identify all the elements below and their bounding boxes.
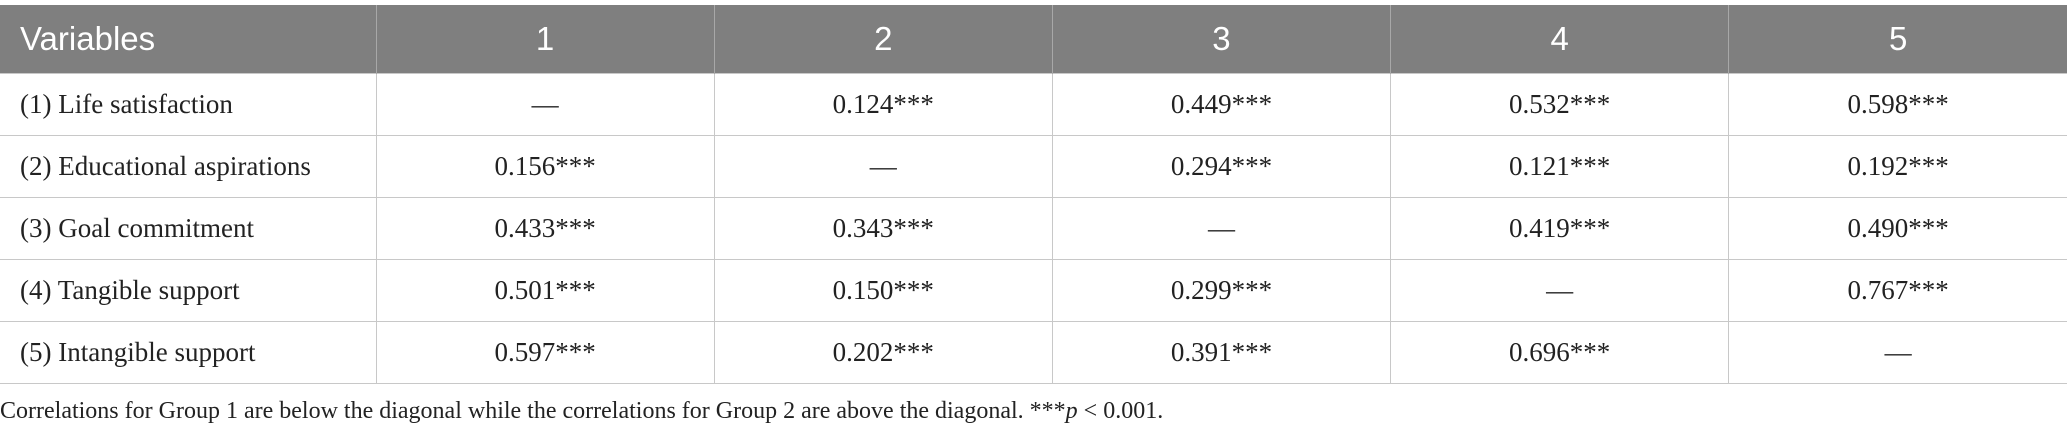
table-cell: 0.150***	[713, 259, 1053, 322]
footnote-italic: p	[1065, 398, 1078, 424]
header-cell: 3	[1051, 5, 1391, 74]
table-cell: 0.449***	[1051, 73, 1392, 136]
table-row: (5) Intangible support 0.597*** 0.202*** 0.…	[0, 321, 2067, 384]
table-body: (1) Life satisfaction —0.124*** 0.449*** 0.…	[0, 73, 2067, 384]
correlation-table: Variables 1 2 3 4 5 (1) Life satisfaction —0.1…	[0, 5, 2067, 384]
footnote: Correlations for Group 1 are below the d…	[0, 398, 1163, 425]
table-cell: 0.124***	[713, 73, 1053, 136]
row-label: (2) Educational aspirations	[0, 135, 377, 198]
header-cell: 1	[375, 5, 715, 74]
table-cell: 0.391***	[1051, 321, 1392, 384]
table-cell: 0.598***	[1728, 73, 2067, 136]
table-row: (3) Goal commitment 0.433*** 0.343*** —0.41…	[0, 197, 2067, 260]
table-cell: 0.299***	[1051, 259, 1392, 322]
table-cell: 0.156***	[375, 135, 715, 198]
table-cell: 0.501***	[375, 259, 715, 322]
table-cell: 0.121***	[1390, 135, 1730, 198]
footnote-text: < 0.001.	[1077, 398, 1164, 424]
table-cell: —	[1390, 259, 1730, 322]
table-cell: 0.532***	[1390, 73, 1730, 136]
footnote-text: Correlations for Group 1 are below the d…	[0, 398, 1066, 424]
table-cell: —	[713, 135, 1053, 198]
table-cell: —	[1728, 321, 2067, 384]
table-cell: 0.767***	[1728, 259, 2067, 322]
table-cell: 0.696***	[1390, 321, 1730, 384]
header-cell: 4	[1390, 5, 1729, 74]
table-cell: 0.192***	[1728, 135, 2067, 198]
header-cell: Variables	[0, 5, 376, 74]
table-cell: —	[375, 73, 715, 136]
table-cell: 0.597***	[375, 321, 715, 384]
table-row: (4) Tangible support 0.501*** 0.150*** 0.29…	[0, 259, 2067, 322]
table-row: (1) Life satisfaction —0.124*** 0.449*** 0.…	[0, 73, 2067, 136]
table-cell: 0.202***	[713, 321, 1053, 384]
table-cell: 0.294***	[1051, 135, 1392, 198]
table-row: (2) Educational aspirations 0.156*** —0.29…	[0, 135, 2067, 198]
header-cell: 5	[1728, 5, 2067, 74]
row-label: (5) Intangible support	[0, 321, 377, 384]
row-label: (3) Goal commitment	[0, 197, 377, 260]
table-cell: 0.490***	[1728, 197, 2067, 260]
table-cell: 0.343***	[713, 197, 1053, 260]
row-label: (1) Life satisfaction	[0, 73, 377, 136]
row-label: (4) Tangible support	[0, 259, 377, 322]
table-cell: —	[1051, 197, 1392, 260]
table-cell: 0.419***	[1390, 197, 1730, 260]
table-cell: 0.433***	[375, 197, 715, 260]
header-cell: 2	[713, 5, 1053, 74]
header-row: Variables 1 2 3 4 5	[0, 5, 2067, 74]
